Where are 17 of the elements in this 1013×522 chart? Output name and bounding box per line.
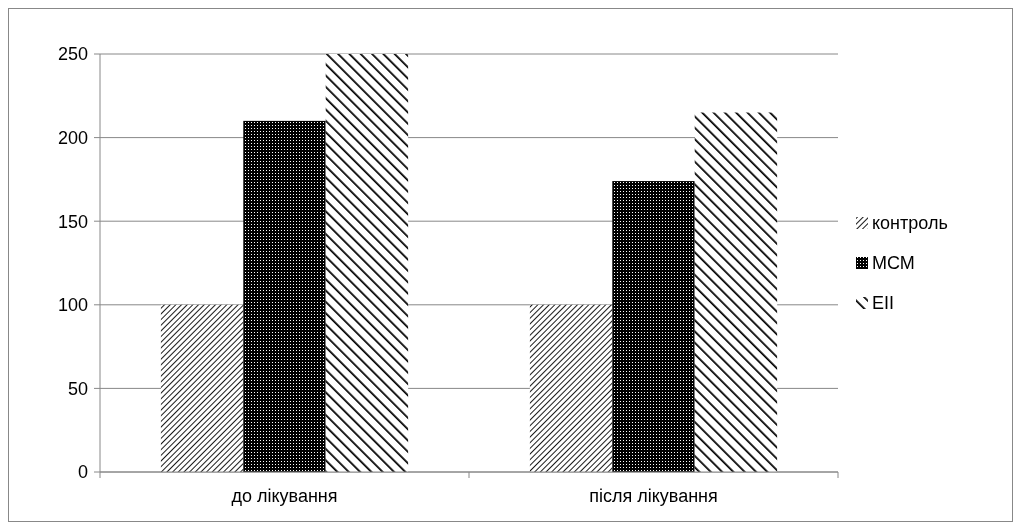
bar <box>325 54 409 472</box>
bar <box>612 181 695 472</box>
legend-label: контроль <box>872 213 948 234</box>
bar <box>160 304 244 472</box>
y-tick-label: 0 <box>77 462 88 483</box>
x-tick-label: після лікування <box>589 486 718 506</box>
x-tick-label: до лікування <box>231 486 338 506</box>
legend-label: МСМ <box>872 253 915 274</box>
bar <box>529 304 613 472</box>
legend-label: ЕІІ <box>872 293 895 314</box>
y-tick-label: 150 <box>57 211 88 232</box>
bar <box>243 120 326 472</box>
bar <box>694 112 778 472</box>
y-tick-label: 50 <box>67 378 88 399</box>
y-tick-label: 250 <box>57 44 88 65</box>
y-tick-label: 100 <box>57 295 88 316</box>
y-tick-label: 200 <box>57 127 88 148</box>
